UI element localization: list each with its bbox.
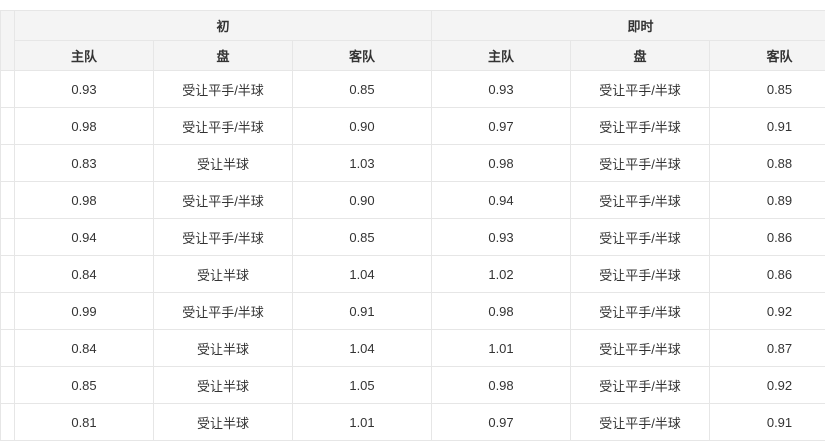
column-header: 客队 [708,40,825,71]
table-cell: 受让平手/半球 [153,181,293,219]
table-cell: 受让半球 [153,144,293,182]
table-cell: 0.98 [431,144,571,182]
table-cell: 受让平手/半球 [153,218,293,256]
row-stub [0,181,15,219]
table-cell: 受让平手/半球 [153,107,293,145]
table-cell: 0.86 [708,255,825,293]
table-cell: 0.97 [431,107,571,145]
column-header: 盘 [153,40,293,71]
table-cell: 1.04 [292,329,432,367]
table-cell: 受让半球 [153,255,293,293]
group-header-live: 即时 [430,10,825,41]
stub-header [0,10,15,71]
table-row: 0.93 受让平手/半球 0.85 0.93 受让平手/半球 0.85 [0,70,825,108]
table-cell: 0.92 [708,292,825,330]
table-cell: 0.98 [14,107,154,145]
table-cell: 0.87 [708,329,825,367]
group-header-initial: 初 [14,10,432,41]
table-cell: 受让平手/半球 [570,255,710,293]
table-cell: 0.88 [708,144,825,182]
odds-table: 初 即时 主队 盘 客队 主队 盘 客队 0.93 受让平手/半球 0.85 0.93… [0,10,825,441]
row-stub [0,107,15,145]
table-cell: 0.93 [14,70,154,108]
table-cell: 1.03 [292,144,432,182]
table-row: 0.84 受让半球 1.04 1.01 受让平手/半球 0.87 [0,329,825,367]
table-cell: 1.02 [431,255,571,293]
table-cell: 0.98 [431,292,571,330]
table-cell: 受让平手/半球 [153,292,293,330]
table-row: 0.83 受让半球 1.03 0.98 受让平手/半球 0.88 [0,144,825,182]
table-cell: 0.91 [708,403,825,441]
row-stub [0,329,15,367]
table-cell: 0.90 [292,107,432,145]
table-cell: 0.94 [14,218,154,256]
table-cell: 0.84 [14,255,154,293]
table-cell: 0.91 [292,292,432,330]
table-cell: 受让平手/半球 [570,218,710,256]
table-cell: 0.98 [431,366,571,404]
table-cell: 0.89 [708,181,825,219]
row-stub [0,70,15,108]
table-cell: 0.86 [708,218,825,256]
table-cell: 受让平手/半球 [570,366,710,404]
table-cell: 0.99 [14,292,154,330]
table-cell: 1.05 [292,366,432,404]
table-cell: 0.97 [431,403,571,441]
table-row: 0.81 受让半球 1.01 0.97 受让平手/半球 0.91 [0,403,825,441]
table-cell: 0.90 [292,181,432,219]
table-cell: 1.04 [292,255,432,293]
table-cell: 受让平手/半球 [570,292,710,330]
table-row: 0.94 受让平手/半球 0.85 0.93 受让平手/半球 0.86 [0,218,825,256]
table-cell: 0.91 [708,107,825,145]
table-cell: 受让半球 [153,366,293,404]
table-cell: 1.01 [431,329,571,367]
table-cell: 受让平手/半球 [570,181,710,219]
row-stub [0,255,15,293]
table-cell: 0.85 [292,218,432,256]
row-stub [0,144,15,182]
table-cell: 受让半球 [153,403,293,441]
table-cell: 受让平手/半球 [570,70,710,108]
column-header: 客队 [292,40,432,71]
table-cell: 受让平手/半球 [570,403,710,441]
table-cell: 0.98 [14,181,154,219]
row-stub [0,366,15,404]
table-cell: 0.84 [14,329,154,367]
table-cell: 受让半球 [153,329,293,367]
group-header-row: 初 即时 [0,10,825,71]
table-row: 0.99 受让平手/半球 0.91 0.98 受让平手/半球 0.92 [0,292,825,330]
table-cell: 受让平手/半球 [153,70,293,108]
table-cell: 0.83 [14,144,154,182]
table-row: 0.84 受让半球 1.04 1.02 受让平手/半球 0.86 [0,255,825,293]
table-cell: 0.93 [431,218,571,256]
column-header: 主队 [431,40,571,71]
table-cell: 0.92 [708,366,825,404]
row-stub [0,218,15,256]
table-row: 0.98 受让平手/半球 0.90 0.97 受让平手/半球 0.91 [0,107,825,145]
table-cell: 0.85 [292,70,432,108]
column-header: 盘 [570,40,710,71]
column-header-row: 主队 盘 客队 主队 盘 客队 [1,40,825,71]
table-row: 0.85 受让半球 1.05 0.98 受让平手/半球 0.92 [0,366,825,404]
row-stub [0,403,15,441]
table-row: 0.98 受让平手/半球 0.90 0.94 受让平手/半球 0.89 [0,181,825,219]
column-header: 主队 [14,40,154,71]
table-cell: 受让平手/半球 [570,329,710,367]
table-cell: 受让平手/半球 [570,107,710,145]
table-cell: 0.81 [14,403,154,441]
table-cell: 0.94 [431,181,571,219]
table-cell: 0.93 [431,70,571,108]
table-cell: 0.85 [708,70,825,108]
table-cell: 0.85 [14,366,154,404]
table-cell: 1.01 [292,403,432,441]
row-stub [0,292,15,330]
table-cell: 受让平手/半球 [570,144,710,182]
